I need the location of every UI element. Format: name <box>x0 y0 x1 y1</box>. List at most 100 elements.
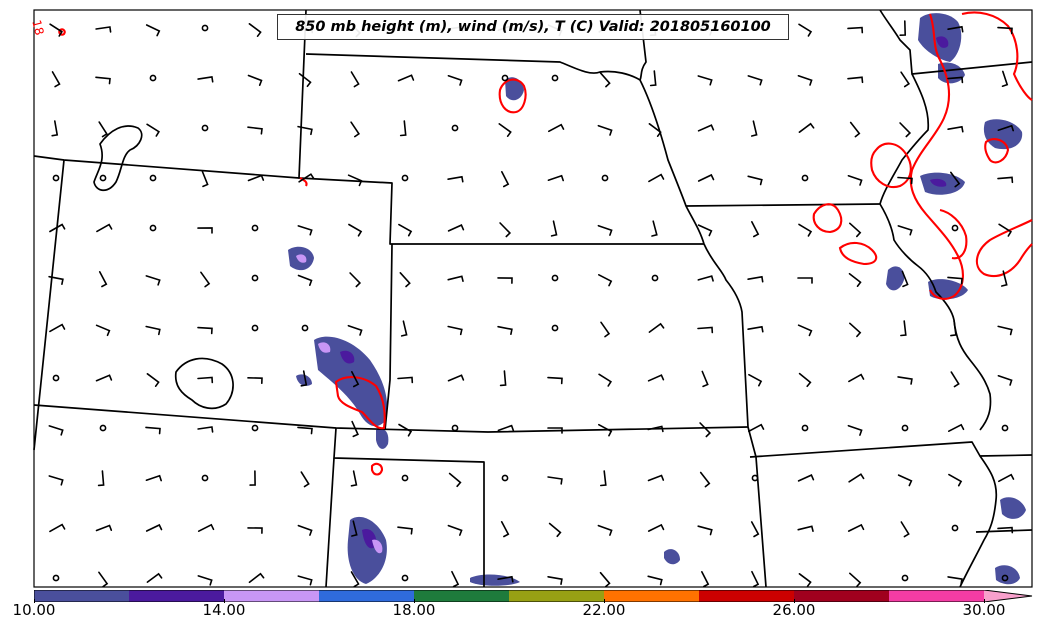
calm-wind-marker <box>251 224 259 232</box>
wind-barb <box>297 274 313 286</box>
wind-barb <box>96 223 113 233</box>
wind-barb <box>49 223 66 233</box>
wind-barb <box>897 376 913 385</box>
wind-barb <box>797 75 813 86</box>
wind-barb <box>447 325 463 336</box>
calm-wind-marker <box>201 24 209 32</box>
wind-barb <box>751 120 758 137</box>
calm-wind-marker <box>951 524 959 532</box>
calm-wind-marker <box>401 474 409 482</box>
wind-barb <box>748 423 765 433</box>
calm-wind-marker <box>99 174 107 182</box>
wind-barb <box>750 521 760 538</box>
calm-wind-marker <box>501 474 509 482</box>
wind-barb <box>747 175 763 186</box>
wind-barb <box>197 227 213 234</box>
temperature-contour <box>838 241 878 266</box>
wind-barb <box>600 470 607 487</box>
wind-barb <box>899 122 912 138</box>
shade-area <box>296 374 312 386</box>
calm-wind-marker <box>551 324 559 332</box>
calm-wind-marker <box>251 324 259 332</box>
wind-barb <box>497 277 513 284</box>
colorbar-tick-label: 10.00 <box>12 601 56 619</box>
wind-barb <box>347 324 363 336</box>
wind-barb <box>497 575 514 583</box>
wind-barb <box>697 75 713 86</box>
wind-barb <box>1001 70 1009 87</box>
wind-barb <box>447 175 464 183</box>
wind-barb <box>798 23 813 37</box>
wind-barb <box>350 571 360 588</box>
shade-area <box>314 336 388 427</box>
wind-barb <box>997 375 1013 386</box>
wind-barb <box>347 174 363 187</box>
wind-barb <box>297 225 313 236</box>
colorbar-tick-mark <box>414 599 415 603</box>
wind-barb <box>950 371 960 388</box>
calm-wind-marker <box>651 274 659 282</box>
wind-barb <box>146 572 163 583</box>
colorbar-segment <box>794 590 889 602</box>
calm-wind-marker <box>99 424 107 432</box>
calm-wind-marker <box>551 274 559 282</box>
wind-barb <box>248 23 262 37</box>
calm-wind-marker <box>149 74 157 82</box>
calm-wind-marker <box>52 174 60 182</box>
wind-barb <box>697 124 715 132</box>
wind-barb <box>499 222 512 238</box>
wind-barb <box>298 173 315 183</box>
wind-barb <box>747 325 764 333</box>
wind-barb <box>49 323 66 333</box>
shade-area <box>340 350 355 364</box>
wind-barb <box>499 370 507 387</box>
temperature-contour <box>961 11 1033 101</box>
wind-barb <box>697 173 715 182</box>
calm-wind-marker <box>751 474 759 482</box>
wind-barb <box>398 423 413 437</box>
wind-barb <box>697 275 714 282</box>
wind-barb <box>197 575 213 586</box>
wind-barb <box>947 576 963 585</box>
calm-wind-marker <box>201 474 209 482</box>
state-line <box>879 203 992 431</box>
wind-barb <box>699 471 711 488</box>
state-line <box>879 73 930 205</box>
shade-area <box>664 549 680 565</box>
shade-area <box>362 528 377 549</box>
wind-barb <box>145 275 161 286</box>
wind-barb <box>647 474 665 482</box>
wind-barb <box>197 326 213 335</box>
wind-barb <box>197 376 214 384</box>
colorbar-segment <box>129 590 224 602</box>
calm-wind-marker <box>951 224 959 232</box>
colorbar-segment <box>604 590 699 602</box>
wind-barb <box>548 522 562 538</box>
wind-barb <box>145 24 161 37</box>
wind-barb <box>697 224 713 237</box>
calm-wind-marker <box>1001 424 1009 432</box>
temperature-contour <box>498 78 527 114</box>
wind-barb <box>298 72 312 88</box>
wind-barb <box>647 523 665 532</box>
wind-barb <box>847 26 864 34</box>
state-line <box>639 9 647 81</box>
colorbar <box>33 587 1034 603</box>
calm-wind-marker <box>551 74 559 82</box>
state-line <box>33 159 65 451</box>
colorbar-segment <box>319 590 414 602</box>
calm-wind-marker <box>901 574 909 582</box>
temperature-contours <box>58 11 1033 476</box>
colorbar-tick-mark <box>34 599 35 603</box>
wind-barb <box>947 25 964 33</box>
wind-barb <box>900 521 910 538</box>
wind-barb <box>897 176 913 185</box>
colorbar-tick-label: 30.00 <box>962 601 1006 619</box>
wind-barb <box>598 274 613 287</box>
wind-barb <box>397 74 415 82</box>
wind-barb <box>849 222 862 238</box>
wind-barb <box>751 221 760 238</box>
temperature-contour <box>975 219 1033 278</box>
shade-area <box>318 342 331 353</box>
wind-barb <box>798 372 812 388</box>
